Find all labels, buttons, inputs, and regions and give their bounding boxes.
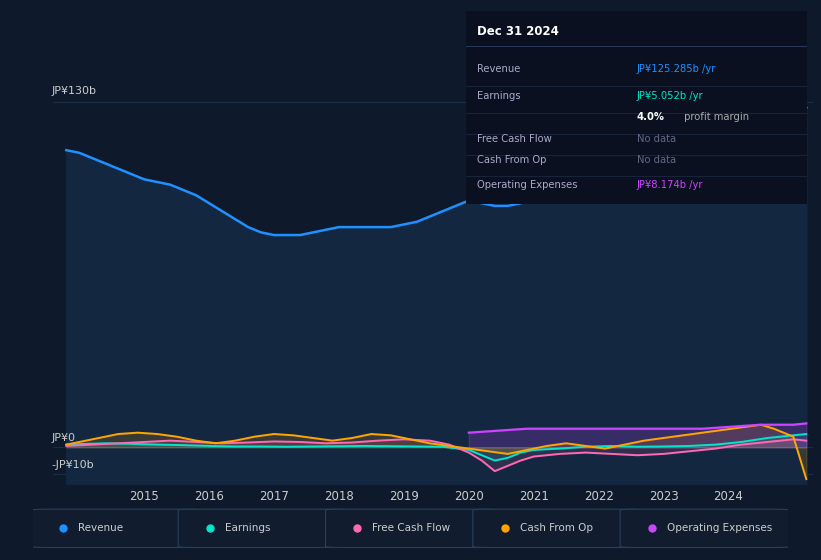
Text: JP¥0: JP¥0: [51, 433, 75, 443]
Text: JP¥130b: JP¥130b: [51, 86, 96, 96]
Text: Operating Expenses: Operating Expenses: [476, 180, 577, 190]
Text: Dec 31 2024: Dec 31 2024: [476, 25, 558, 38]
Text: Operating Expenses: Operating Expenses: [667, 523, 773, 533]
Text: No data: No data: [637, 155, 676, 165]
Text: JP¥5.052b /yr: JP¥5.052b /yr: [637, 91, 704, 101]
Text: Free Cash Flow: Free Cash Flow: [373, 523, 451, 533]
FancyBboxPatch shape: [325, 509, 496, 548]
Text: profit margin: profit margin: [681, 113, 749, 123]
Text: Free Cash Flow: Free Cash Flow: [476, 134, 551, 144]
Text: Earnings: Earnings: [225, 523, 271, 533]
Text: 4.0%: 4.0%: [637, 113, 665, 123]
FancyBboxPatch shape: [31, 509, 201, 548]
Text: No data: No data: [637, 134, 676, 144]
Text: Cash From Op: Cash From Op: [476, 155, 546, 165]
FancyBboxPatch shape: [178, 509, 348, 548]
Text: JP¥8.174b /yr: JP¥8.174b /yr: [637, 180, 703, 190]
Text: Revenue: Revenue: [78, 523, 123, 533]
FancyBboxPatch shape: [473, 509, 643, 548]
Text: -JP¥10b: -JP¥10b: [51, 460, 94, 470]
FancyBboxPatch shape: [620, 509, 790, 548]
Text: Revenue: Revenue: [476, 64, 520, 74]
Text: JP¥125.285b /yr: JP¥125.285b /yr: [637, 64, 716, 74]
Text: Cash From Op: Cash From Op: [520, 523, 593, 533]
Text: Earnings: Earnings: [476, 91, 521, 101]
